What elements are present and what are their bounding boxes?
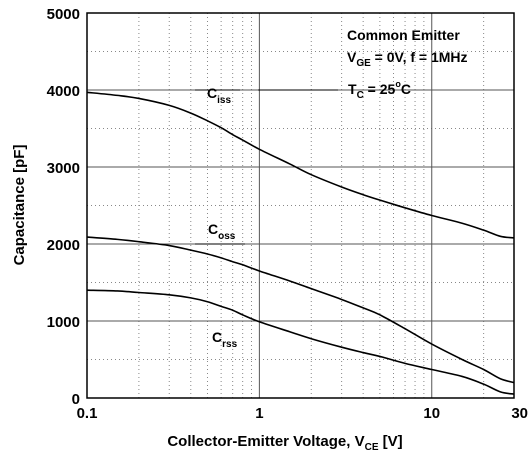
series-label-coss: Coss <box>208 221 236 242</box>
x-tick-label: 0.1 <box>77 405 98 422</box>
plot-frame <box>86 12 515 399</box>
annotation-line-2: VGE = 0V, f = 1MHz <box>347 49 468 69</box>
series-line-ciss <box>86 91 515 239</box>
y-tick-label: 2000 <box>47 237 80 254</box>
minor-grid <box>87 13 514 398</box>
annotation-line-1: Common Emitter <box>347 27 460 43</box>
y-tick-label: 4000 <box>47 83 80 100</box>
series-label-crss: Crss <box>212 329 238 350</box>
x-tick-labels: 0.1 1 10 30 <box>77 405 528 422</box>
y-tick-label: 3000 <box>47 160 80 177</box>
x-tick-label: 1 <box>255 405 263 422</box>
x-tick-label: 30 <box>511 405 528 422</box>
y-tick-label: 1000 <box>47 314 80 331</box>
series-curves <box>86 91 515 395</box>
x-axis-title: Collector-Emitter Voltage, VCE [V] <box>167 433 402 453</box>
y-tick-label: 0 <box>72 391 80 408</box>
series-line-crss <box>86 289 515 395</box>
y-tick-label: 5000 <box>47 6 80 23</box>
annotation-line-3: TC = 25oC <box>348 79 411 101</box>
series-label-ciss: Ciss <box>207 85 231 106</box>
y-axis-title: Capacitance [pF] <box>11 145 28 266</box>
x-tick-label: 10 <box>423 405 440 422</box>
y-tick-labels: 0 1000 2000 3000 4000 5000 <box>47 6 80 408</box>
series-line-coss <box>86 236 515 384</box>
